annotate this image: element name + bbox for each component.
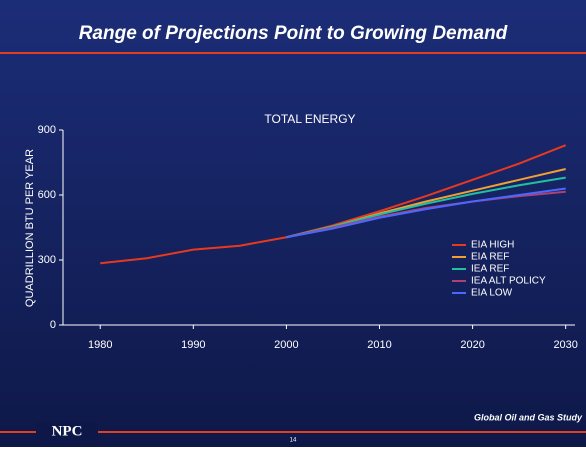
x-tick-label: 2020	[460, 339, 484, 351]
chart-title: TOTAL ENERGY	[264, 112, 355, 126]
y-tick-label: 0	[50, 319, 56, 331]
slide-title: Range of Projections Point to Growing De…	[79, 23, 508, 44]
series-line	[286, 187, 566, 239]
y-tick-label: 600	[38, 189, 56, 201]
legend-label: EIA HIGH	[471, 240, 514, 251]
legend-label: EIA LOW	[471, 288, 513, 299]
series-line	[100, 144, 567, 265]
footer-logo: NPC	[52, 423, 83, 439]
series-line	[286, 176, 566, 239]
x-tick-label: 2000	[274, 339, 298, 351]
legend-label: IEA ALT POLICY	[471, 276, 546, 287]
page-number: 14	[290, 438, 297, 444]
legend-label: IEA REF	[471, 264, 509, 275]
x-tick-label: 1980	[88, 339, 112, 351]
x-tick-label: 2030	[553, 339, 577, 351]
y-tick-label: 900	[38, 124, 56, 136]
logo-backing	[36, 422, 98, 442]
y-tick-label: 300	[38, 254, 56, 266]
x-tick-label: 2010	[367, 339, 391, 351]
legend-label: EIA REF	[471, 252, 509, 263]
series-line	[286, 190, 566, 239]
y-axis-label: QUADRILLION BTU PER YEAR	[24, 149, 36, 307]
x-tick-label: 1990	[181, 339, 205, 351]
footer-text: Global Oil and Gas Study	[474, 412, 583, 422]
